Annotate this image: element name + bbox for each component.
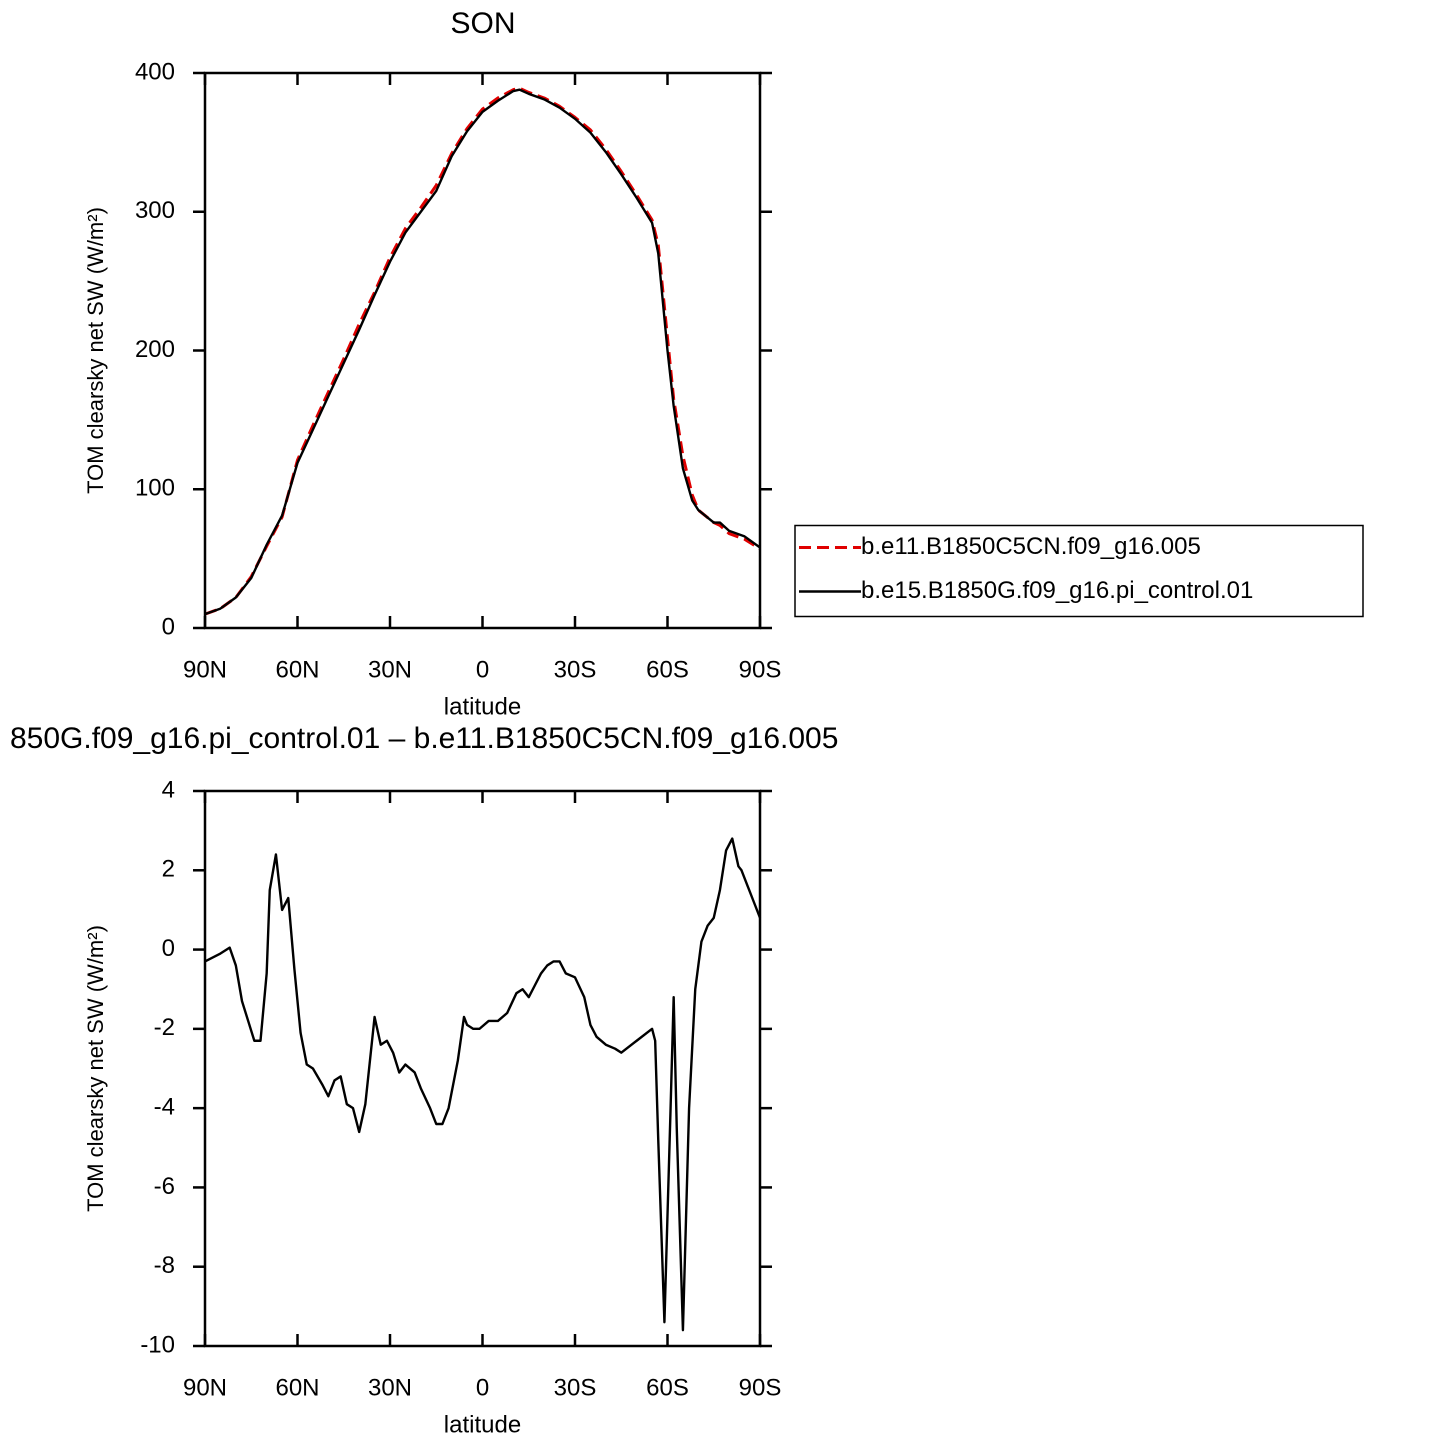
y-tick-label: 400 — [135, 58, 175, 85]
x-axis-label: latitude — [444, 693, 521, 720]
x-tick-label: 30N — [368, 1374, 412, 1401]
y-tick-label: 2 — [162, 856, 175, 883]
y-tick-label: -8 — [154, 1252, 175, 1279]
panel: SON 90N 60N 30N 0 30S 60S 90S 0 100 200 300 400 latit… — [83, 7, 1364, 720]
x-tick-label: 90S — [739, 1374, 782, 1401]
x-tick-label: 0 — [476, 656, 489, 683]
y-tick-label: -2 — [154, 1014, 175, 1041]
y-tick-label: 0 — [162, 935, 175, 962]
x-tick-label: 90N — [183, 656, 227, 683]
x-tick-label: 30N — [368, 656, 412, 683]
y-tick-label: 100 — [135, 475, 175, 502]
data-line — [204, 88, 761, 616]
x-tick-label: 90S — [739, 656, 782, 683]
panel: 850G.f09_g16.pi_control.01 – b.e11.B1850… — [10, 722, 838, 1438]
legend-box — [794, 524, 1364, 618]
legend-label: b.e15.B1850G.f09_g16.pi_control.01 — [861, 577, 1253, 604]
y-axis-label: TOM clearsky net SW (W/m²) — [83, 207, 108, 494]
y-axis-label: TOM clearsky net SW (W/m²) — [83, 925, 108, 1212]
x-tick-label: 60N — [275, 1374, 319, 1401]
x-tick-label: 0 — [476, 1374, 489, 1401]
x-tick-label: 30S — [554, 1374, 597, 1401]
x-axis-label: latitude — [444, 1411, 521, 1438]
y-tick-label: -6 — [154, 1173, 175, 1200]
x-tick-label: 60N — [275, 656, 319, 683]
y-tick-label: -4 — [154, 1093, 175, 1120]
plot-frame — [203, 789, 762, 1348]
data-line — [204, 837, 762, 1332]
y-tick-label: -10 — [140, 1331, 175, 1358]
x-tick-label: 60S — [646, 656, 689, 683]
x-tick-label: 30S — [554, 656, 597, 683]
y-tick-label: 0 — [162, 613, 175, 640]
chart-title: 850G.f09_g16.pi_control.01 – b.e11.B1850… — [10, 722, 838, 755]
y-tick-label: 300 — [135, 197, 175, 224]
chart-title: SON — [450, 7, 515, 40]
y-tick-label: 200 — [135, 336, 175, 363]
x-tick-label: 60S — [646, 1374, 689, 1401]
y-tick-label: 4 — [162, 776, 175, 803]
plot-frame — [203, 71, 762, 630]
data-line — [204, 86, 761, 616]
x-tick-label: 90N — [183, 1374, 227, 1401]
legend-label: b.e11.B1850C5CN.f09_g16.005 — [861, 533, 1201, 560]
